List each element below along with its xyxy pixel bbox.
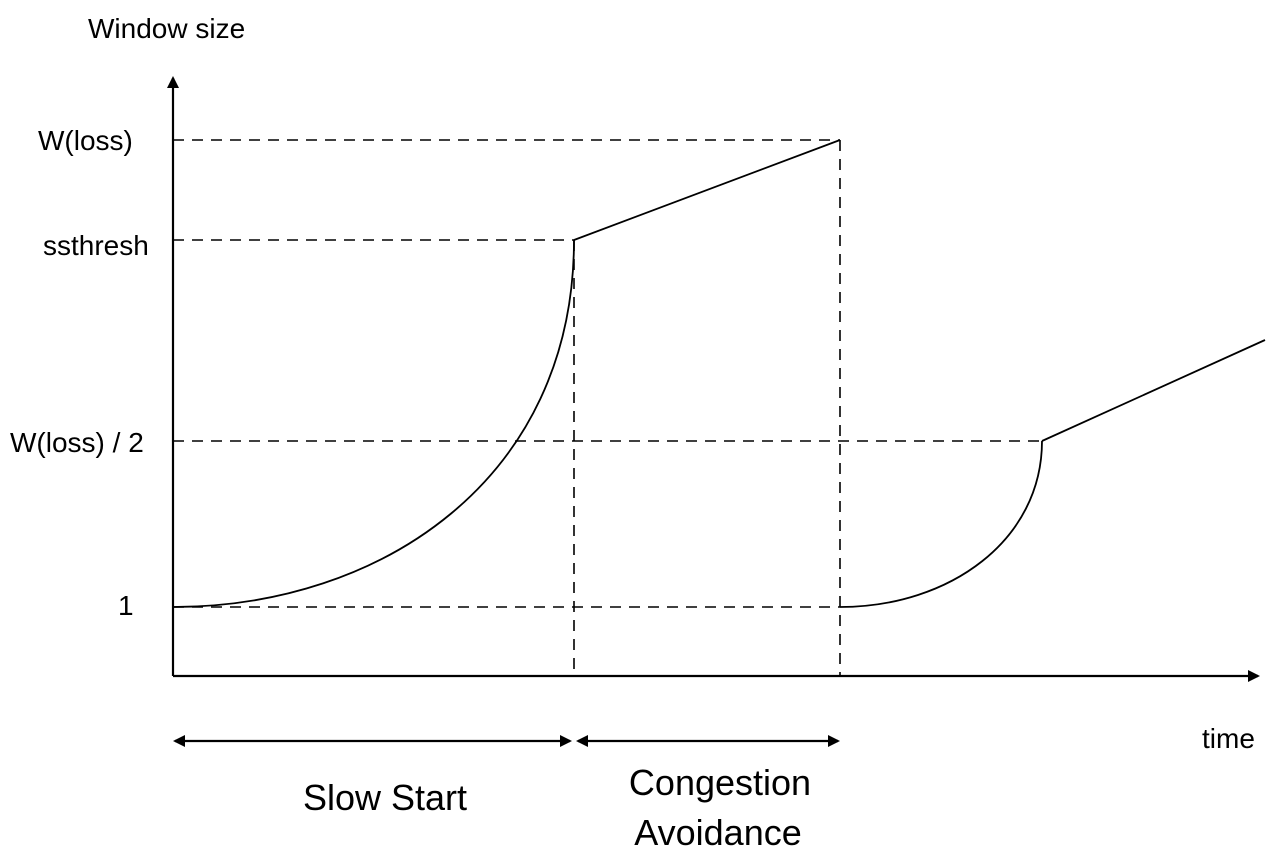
phase-label-slow-start: Slow Start — [303, 777, 467, 818]
x-axis-title: time — [1202, 723, 1255, 754]
phase-label-congestion: Congestion — [629, 762, 811, 803]
y-axis-title: Window size — [88, 13, 245, 44]
level-label-w-loss: W(loss) — [38, 125, 133, 156]
level-label-w-loss-half: W(loss) / 2 — [10, 427, 144, 458]
level-label-ssthresh: ssthresh — [43, 230, 149, 261]
slow-start-curve — [172, 239, 575, 608]
congestion-avoidance-line — [573, 139, 841, 241]
congestion-avoidance-line-2 — [1041, 339, 1266, 442]
slow-start-curve-2 — [839, 440, 1043, 608]
phase-label-avoidance: Avoidance — [634, 812, 801, 853]
level-label-one: 1 — [118, 590, 134, 621]
